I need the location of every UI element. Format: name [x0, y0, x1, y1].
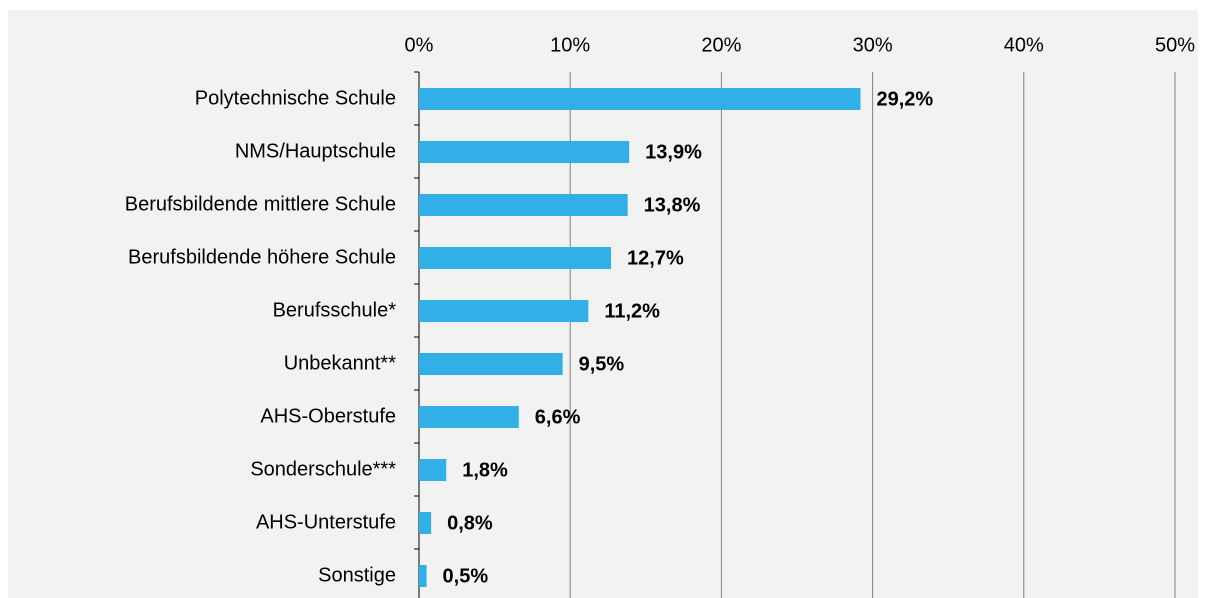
value-label: 6,6%: [535, 406, 581, 428]
y-tick-label: Berufsbildende höhere Schule: [128, 246, 396, 268]
bar: [419, 406, 519, 428]
bar: [419, 565, 427, 587]
x-tick-label: 40%: [1004, 34, 1044, 56]
value-label: 29,2%: [877, 88, 934, 110]
x-tick-label: 30%: [853, 34, 893, 56]
bar: [419, 459, 447, 481]
value-label: 12,7%: [627, 247, 684, 269]
x-tick-label: 50%: [1155, 34, 1195, 56]
value-label: 13,8%: [644, 194, 701, 216]
y-tick-label: NMS/Hauptschule: [235, 140, 396, 162]
x-tick-label: 0%: [405, 34, 434, 56]
value-label: 1,8%: [462, 459, 508, 481]
bar: [419, 353, 563, 375]
y-tick-label: AHS-Oberstufe: [260, 405, 396, 427]
y-tick-label: Berufsbildende mittlere Schule: [125, 193, 396, 215]
bar: [419, 512, 432, 534]
bar: [419, 141, 630, 163]
y-tick-label: Sonstige: [318, 564, 396, 586]
y-tick-label: Berufsschule*: [273, 299, 397, 321]
bar: [419, 300, 589, 322]
y-tick-label: Sonderschule***: [250, 458, 396, 480]
y-tick-label: AHS-Unterstufe: [256, 511, 396, 533]
value-label: 13,9%: [645, 141, 702, 163]
y-tick-label: Unbekannt**: [284, 352, 397, 374]
x-tick-label: 20%: [701, 34, 741, 56]
y-tick-label: Polytechnische Schule: [195, 87, 396, 109]
x-tick-label: 10%: [550, 34, 590, 56]
value-label: 9,5%: [579, 353, 625, 375]
value-label: 0,8%: [447, 512, 493, 534]
value-label: 11,2%: [604, 300, 660, 322]
bar: [419, 88, 861, 110]
bar: [419, 247, 612, 269]
bar: [419, 194, 628, 216]
value-label: 0,5%: [443, 565, 489, 587]
